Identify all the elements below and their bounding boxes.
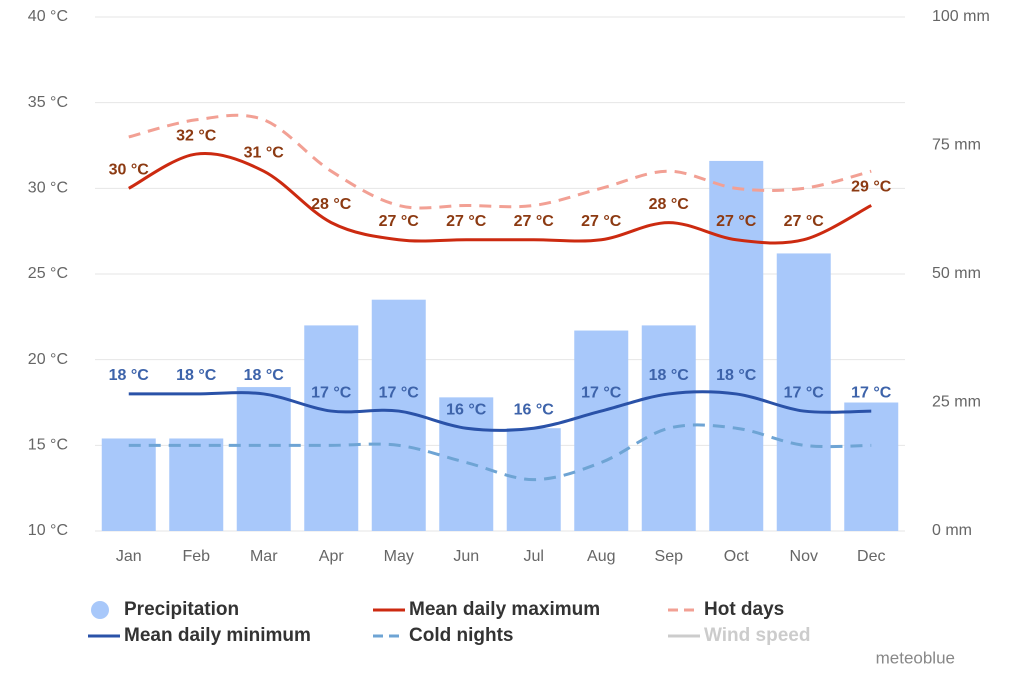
bar	[101, 438, 156, 531]
value-label: 28 °C	[649, 196, 690, 213]
value-label: 30 °C	[109, 162, 150, 179]
x-tick-label: Jun	[453, 548, 479, 565]
value-label: 27 °C	[784, 213, 825, 230]
y-tick-label: 40 °C	[28, 8, 68, 25]
value-label: 16 °C	[514, 401, 555, 418]
value-label: 18 °C	[649, 367, 690, 384]
x-tick-label: Sep	[655, 548, 684, 565]
y-tick-label: 20 °C	[28, 351, 68, 368]
y-tick-label: 35 °C	[28, 94, 68, 111]
y-tick-label: 30 °C	[28, 180, 68, 197]
value-label: 27 °C	[514, 213, 555, 230]
value-label: 18 °C	[244, 367, 285, 384]
y-tick-label: 25 °C	[28, 265, 68, 282]
y-tick-label: 10 °C	[28, 522, 68, 539]
x-tick-label: Apr	[319, 548, 345, 565]
value-label: 28 °C	[311, 196, 352, 213]
bar	[439, 397, 494, 531]
bar	[776, 253, 831, 531]
x-tick-label: Jul	[524, 548, 544, 565]
value-label: 27 °C	[581, 213, 622, 230]
y2-tick-label: 75 mm	[932, 137, 981, 154]
line	[128, 423, 872, 482]
line	[128, 152, 872, 245]
x-tick-label: May	[384, 548, 414, 565]
bar	[304, 325, 359, 531]
legend-label: Cold nights	[409, 625, 513, 646]
value-label: 16 °C	[446, 401, 487, 418]
legend-label: Precipitation	[124, 599, 239, 620]
x-tick-label: Feb	[182, 548, 210, 565]
y2-tick-label: 100 mm	[932, 8, 990, 25]
value-label: 31 °C	[244, 144, 285, 161]
credit: meteoblue	[876, 648, 955, 667]
value-label: 29 °C	[851, 179, 892, 196]
value-label: 32 °C	[176, 127, 217, 144]
x-tick-label: Jan	[116, 548, 142, 565]
line	[128, 113, 872, 210]
value-label: 17 °C	[784, 384, 825, 401]
legend-label: Hot days	[704, 599, 784, 620]
legend-symbol	[91, 601, 109, 619]
legend-label: Mean daily minimum	[124, 625, 311, 646]
value-label: 17 °C	[851, 384, 892, 401]
value-label: 17 °C	[379, 384, 420, 401]
value-label: 27 °C	[446, 213, 487, 230]
bar	[574, 330, 629, 531]
y-tick-label: 15 °C	[28, 437, 68, 454]
bar	[709, 160, 764, 532]
x-tick-label: Mar	[250, 548, 278, 565]
legend-label: Mean daily maximum	[409, 599, 600, 620]
bar	[236, 387, 291, 531]
value-label: 27 °C	[716, 213, 757, 230]
line	[128, 390, 872, 432]
value-label: 18 °C	[176, 367, 217, 384]
x-tick-label: Nov	[790, 548, 818, 565]
x-tick-label: Dec	[857, 548, 885, 565]
y2-tick-label: 0 mm	[932, 522, 972, 539]
bar	[169, 438, 224, 531]
x-tick-label: Oct	[724, 548, 749, 565]
value-label: 17 °C	[581, 384, 622, 401]
y2-tick-label: 50 mm	[932, 265, 981, 282]
value-label: 17 °C	[311, 384, 352, 401]
x-tick-label: Aug	[587, 548, 615, 565]
bar	[844, 402, 899, 531]
y2-tick-label: 25 mm	[932, 394, 981, 411]
legend-label: Wind speed	[704, 625, 810, 646]
bar	[641, 325, 696, 531]
value-label: 27 °C	[379, 213, 420, 230]
value-label: 18 °C	[716, 367, 757, 384]
value-label: 18 °C	[109, 367, 150, 384]
